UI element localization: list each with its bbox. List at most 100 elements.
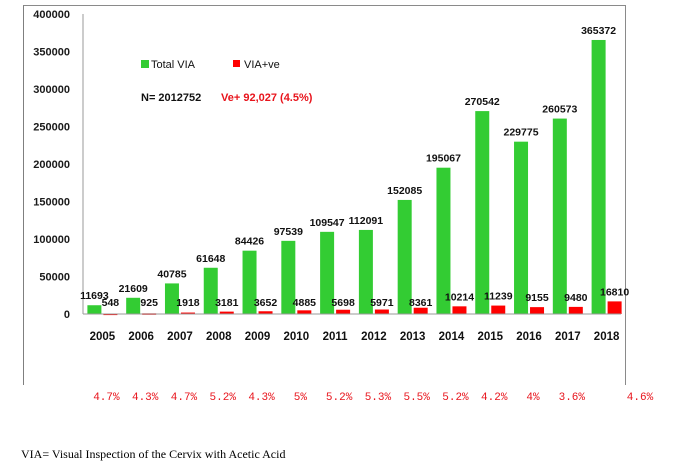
bar-total-via [436, 167, 451, 314]
data-label-via-positive: 8361 [409, 297, 433, 309]
chart-frame [23, 5, 626, 385]
data-label-via-positive: 16810 [600, 286, 629, 298]
data-label-total-via: 61648 [196, 253, 225, 265]
bar-total-via [203, 267, 218, 314]
data-label-via-positive: 9155 [525, 292, 549, 304]
data-label-total-via: 112091 [349, 215, 384, 227]
data-label-total-via: 40785 [157, 268, 186, 280]
bar-via-positive [180, 312, 195, 315]
positivity-rate-label: 5% [294, 392, 308, 404]
y-tick-label: 250000 [33, 122, 70, 134]
y-tick-label: 150000 [33, 197, 70, 209]
bar-total-via [242, 250, 257, 314]
legend-label-via-positive: VIA+ve [244, 59, 280, 71]
data-label-total-via: 260573 [542, 104, 577, 116]
data-label-via-positive: 3652 [254, 297, 278, 309]
y-tick-label: 300000 [33, 84, 70, 96]
data-label-via-positive: 3181 [215, 297, 239, 309]
data-label-total-via: 195067 [426, 153, 461, 165]
bar-total-via [358, 229, 373, 314]
legend: Total VIA VIA+ve [141, 59, 280, 71]
bar-via-positive [452, 306, 467, 314]
x-tick-label: 2015 [477, 331, 503, 343]
data-label-via-positive: 1918 [176, 297, 200, 309]
bars-group [87, 39, 622, 316]
positivity-rate-label: 5.2% [210, 392, 237, 404]
bar-total-via [552, 118, 567, 314]
x-tick-label: 2005 [90, 331, 116, 343]
data-label-total-via: 365372 [581, 25, 616, 37]
bar-via-positive [568, 306, 583, 314]
x-tick-label: 2009 [245, 331, 271, 343]
x-tick-label: 2013 [400, 331, 426, 343]
data-label-via-positive: 9480 [564, 292, 588, 304]
positivity-rate-label: 5.2% [326, 392, 353, 404]
x-tick-label: 2008 [206, 331, 232, 343]
x-tick-label: 2018 [594, 331, 620, 343]
data-label-via-positive: 5698 [331, 297, 355, 309]
y-tick-label: 200000 [33, 159, 70, 171]
positivity-rates-row: 4.7% 4.3% 4.7% 5.2% 4.3% 5% 5.2% 5.3% 5.5% 5.2% 4.… [93, 392, 653, 404]
bar-total-via [591, 39, 606, 314]
positivity-rate-label: 3.6% [559, 392, 586, 404]
annotation-n-total: N= 2012752 [141, 92, 201, 104]
data-label-via-positive: 548 [102, 297, 120, 309]
data-label-total-via: 97539 [274, 226, 303, 238]
positivity-rate-label: 4.3% [248, 392, 275, 404]
legend-label-total-via: Total VIA [151, 59, 196, 71]
y-tick-label: 100000 [33, 234, 70, 246]
data-label-total-via: 270542 [465, 96, 500, 108]
bar-total-via [87, 305, 102, 314]
bar-via-positive [258, 311, 273, 314]
footnote: VIA= Visual Inspection of the Cervix wit… [21, 447, 286, 461]
x-tick-label: 2016 [516, 331, 542, 343]
bar-total-via [397, 199, 412, 314]
data-label-via-positive: 10214 [445, 291, 474, 303]
x-tick-label: 2012 [361, 331, 387, 343]
data-label-total-via: 109547 [310, 217, 345, 229]
data-label-via-positive: 11239 [484, 291, 513, 303]
annotation-positive-total: Ve+ 92,027 (4.5%) [221, 92, 313, 104]
positivity-rate-label: 5.5% [403, 392, 430, 404]
x-axis: 2005 2006 2007 2008 2009 2010 2011 2012 2013 2014… [83, 313, 621, 343]
bar-via-positive [530, 307, 545, 314]
positivity-rate-label: 4% [526, 392, 540, 404]
y-axis: 0 50000 100000 150000 200000 250000 300000 3500… [33, 9, 84, 321]
x-tick-label: 2011 [323, 331, 349, 343]
x-tick-label: 2010 [284, 331, 310, 343]
bar-via-positive [297, 310, 312, 314]
bar-total-via [126, 297, 141, 314]
bar-via-positive [607, 301, 622, 314]
bar-via-positive [413, 307, 428, 314]
data-label-via-positive: 5971 [370, 297, 394, 309]
data-label-total-via: 21609 [119, 283, 148, 295]
legend-swatch-via-positive [233, 60, 240, 67]
positivity-rate-label: 5.2% [442, 392, 469, 404]
bar-via-positive [374, 309, 389, 314]
legend-swatch-total-via [141, 60, 149, 68]
bar-total-via [164, 283, 179, 314]
y-tick-label: 350000 [33, 47, 70, 59]
data-label-total-via: 229775 [504, 127, 539, 139]
bar-total-via [514, 141, 529, 314]
y-tick-label: 400000 [33, 9, 70, 21]
data-label-total-via: 152085 [387, 185, 422, 197]
positivity-rate-label: 5.3% [365, 392, 392, 404]
data-label-total-via: 84426 [235, 236, 264, 248]
y-tick-label: 0 [64, 309, 70, 321]
overall-positivity-rate-label: 4.6% [627, 392, 654, 404]
bar-via-positive [336, 309, 351, 314]
x-tick-label: 2014 [439, 331, 465, 343]
data-label-via-positive: 4885 [293, 297, 317, 309]
x-tick-label: 2006 [128, 331, 154, 343]
x-tick-label: 2017 [555, 331, 581, 343]
positivity-rate-label: 4.7% [93, 392, 120, 404]
bar-chart: 0 50000 100000 150000 200000 250000 300000 3500… [33, 9, 653, 404]
y-tick-label: 50000 [39, 272, 70, 284]
bar-total-via [281, 240, 296, 314]
bar-via-positive [491, 305, 506, 314]
data-label-total-via: 11693 [80, 290, 109, 302]
x-tick-label: 2007 [167, 331, 193, 343]
data-label-via-positive: 925 [140, 297, 158, 309]
